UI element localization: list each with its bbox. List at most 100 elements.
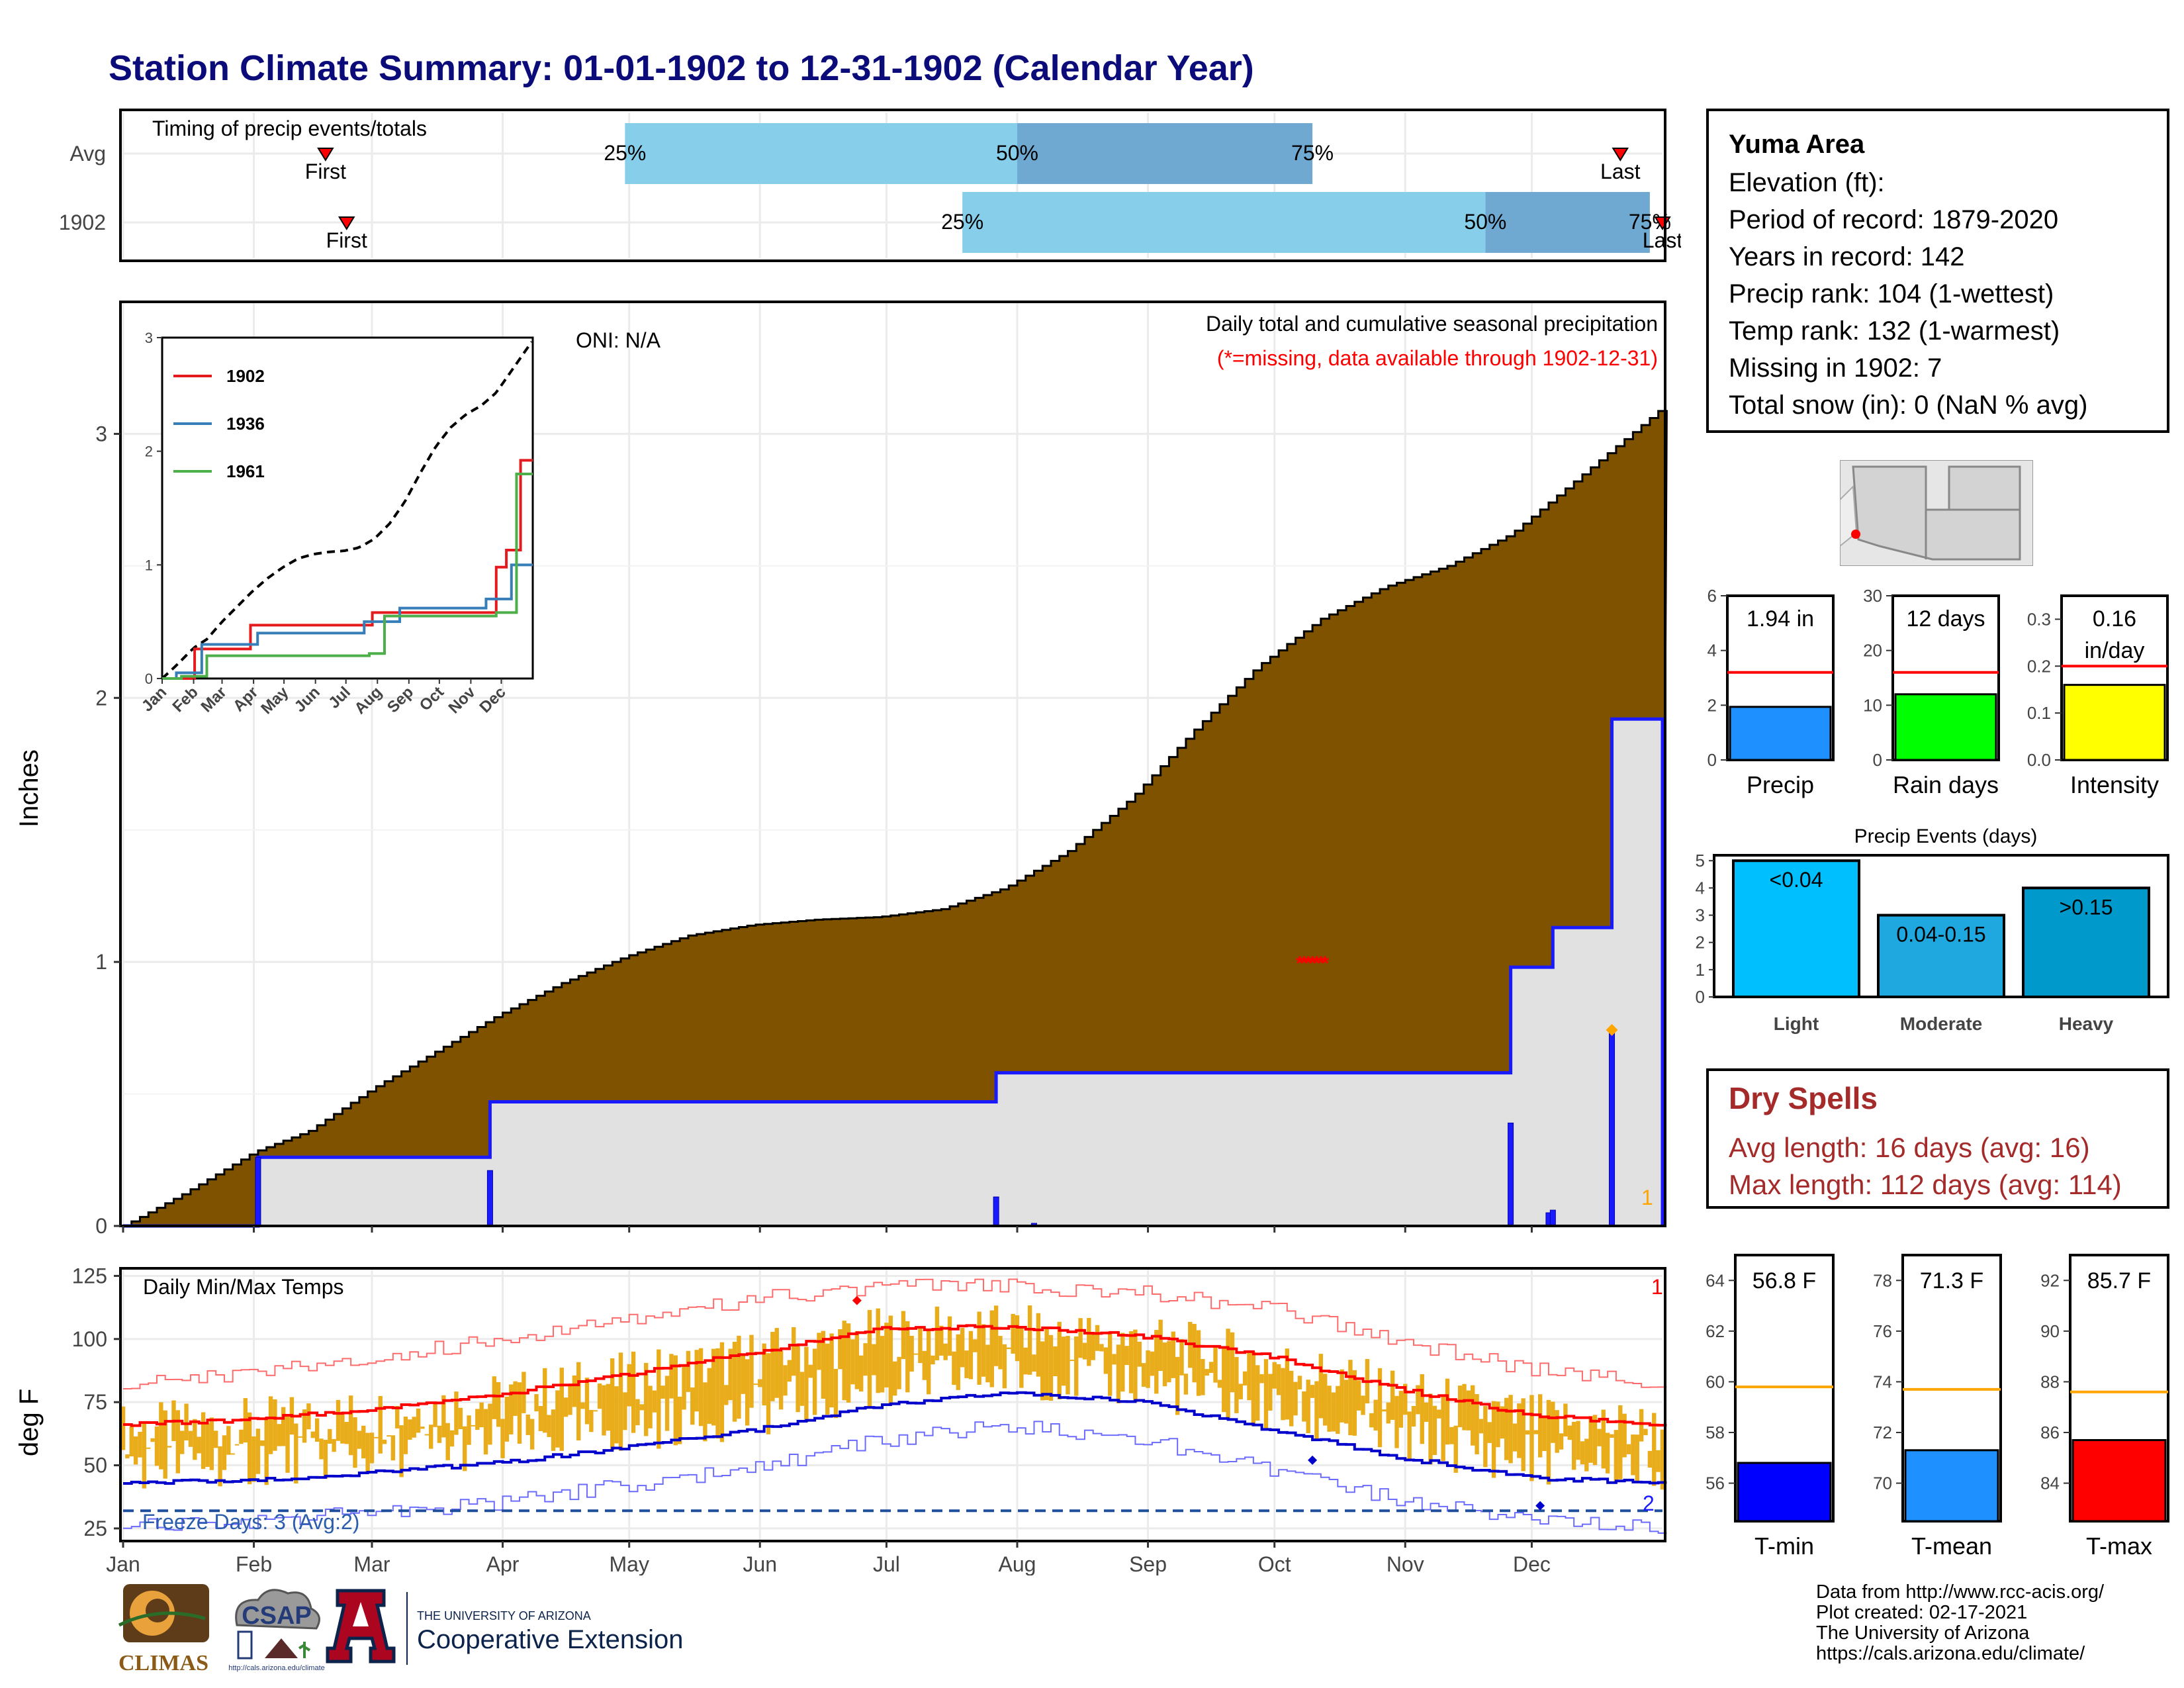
daily-temp-bar xyxy=(268,1396,273,1454)
oni-label: ONI: N/A xyxy=(576,328,661,352)
daily-precip-bar xyxy=(1609,1033,1615,1227)
daily-temp-bar xyxy=(1462,1383,1467,1430)
daily-temp-bar xyxy=(690,1387,695,1425)
dry-max-length: Max length: 112 days (avg: 114) xyxy=(1729,1169,2122,1200)
daily-temp-bar xyxy=(500,1419,505,1458)
daily-temp-bar xyxy=(551,1409,556,1451)
daily-temp-bar xyxy=(1289,1370,1294,1427)
daily-temp-bar xyxy=(1179,1339,1184,1376)
month-label: Mar xyxy=(353,1552,390,1575)
daily-temp-bar xyxy=(230,1453,235,1455)
daily-temp-bar xyxy=(142,1422,147,1489)
precip-bar xyxy=(1729,706,1832,761)
timing-iqr-low xyxy=(962,192,1486,253)
daily-temp-bar xyxy=(1208,1362,1214,1373)
station-name: Yuma Area xyxy=(1729,130,1865,159)
daily-temp-bar xyxy=(774,1328,779,1398)
daily-temp-bar xyxy=(922,1350,927,1380)
first-marker xyxy=(317,148,334,162)
daily-temp-bar xyxy=(1500,1406,1505,1439)
daily-temp-bar xyxy=(1015,1315,1020,1362)
daily-temp-bar xyxy=(1643,1429,1648,1436)
event-bar xyxy=(1877,914,2005,999)
daily-temp-bar xyxy=(138,1432,142,1458)
daily-temp-bar xyxy=(1542,1418,1547,1452)
daily-temp-bar xyxy=(1238,1383,1243,1399)
daily-temp-bar xyxy=(1128,1331,1134,1393)
missing-marker: * xyxy=(1304,953,1312,974)
daily-temp-bar xyxy=(1196,1330,1201,1396)
daily-temp-bar xyxy=(1416,1385,1420,1415)
climas-logo: CLIMAS xyxy=(118,1584,209,1675)
station-line: Precip rank: 104 (1-wettest) xyxy=(1729,279,2054,308)
daily-temp-bar xyxy=(125,1454,130,1459)
ua-logo: THE UNIVERSITY OF ARIZONA Cooperative Ex… xyxy=(326,1589,683,1665)
event-range: >0.15 xyxy=(2060,895,2113,919)
daily-temp-bar xyxy=(1424,1402,1429,1422)
daily-temp-bar xyxy=(1449,1427,1454,1444)
daily-temp-bar xyxy=(745,1359,750,1426)
daily-temp-bar xyxy=(1521,1398,1525,1472)
daily-temp-bar xyxy=(1614,1430,1619,1483)
daily-temp-bar xyxy=(483,1409,488,1455)
credit-line: The University of Arizona xyxy=(1816,1622,2030,1644)
month-label: Apr xyxy=(486,1552,520,1575)
daily-temp-bar xyxy=(1230,1332,1235,1393)
daily-temp-bar xyxy=(872,1344,876,1376)
daily-temp-bar xyxy=(973,1339,978,1352)
daily-temp-bar xyxy=(1019,1327,1024,1388)
station-line: Years in record: 142 xyxy=(1729,242,1965,271)
daily-temp-bar xyxy=(437,1425,442,1443)
record-min-marker xyxy=(1308,1455,1318,1465)
daily-temp-bar xyxy=(1504,1397,1509,1460)
daily-temp-bar xyxy=(1255,1365,1260,1421)
temp-frame xyxy=(119,1267,1666,1542)
timing-p50-label: 50% xyxy=(996,141,1038,165)
daily-temp-bar xyxy=(1103,1347,1109,1374)
daily-temp-bar xyxy=(799,1372,805,1406)
timing-row-avg-label: Avg xyxy=(69,142,106,165)
daily-temp-bar xyxy=(1420,1374,1424,1444)
y-tick-label: 70 xyxy=(1873,1474,1892,1493)
daily-temp-bar xyxy=(1386,1402,1390,1424)
daily-temp-bar xyxy=(1201,1358,1205,1395)
daily-temp-bar xyxy=(154,1426,159,1466)
max-precip-marker xyxy=(1606,1023,1618,1036)
daily-temp-bar xyxy=(1205,1369,1209,1376)
daily-temp-bar xyxy=(1533,1430,1539,1434)
daily-temp-bar xyxy=(222,1435,227,1470)
inset-x-tick-label: Sep xyxy=(384,683,417,716)
daily-temp-bar xyxy=(538,1405,543,1431)
daily-temp-bar xyxy=(496,1382,501,1427)
daily-temp-bar xyxy=(378,1395,383,1454)
daily-temp-bar xyxy=(555,1390,560,1448)
y-tick-label: 5 xyxy=(1696,851,1705,870)
daily-temp-bar xyxy=(193,1419,197,1460)
daily-temp-bar xyxy=(1175,1356,1180,1415)
daily-temp-bar xyxy=(449,1430,455,1447)
daily-temp-bar xyxy=(163,1410,167,1479)
daily-temp-bar xyxy=(677,1396,682,1444)
daily-temp-bar xyxy=(1647,1450,1653,1468)
daily-temp-bar xyxy=(947,1316,952,1356)
month-label: Aug xyxy=(999,1552,1036,1575)
daily-temp-bar xyxy=(1242,1371,1248,1385)
daily-precip-bar xyxy=(993,1196,999,1227)
daily-temp-bar xyxy=(1525,1430,1530,1435)
daily-temp-bar xyxy=(707,1368,711,1424)
daily-temp-bar xyxy=(255,1429,261,1474)
daily-temp-bar xyxy=(606,1383,611,1431)
daily-temp-bar xyxy=(1559,1433,1564,1450)
daily-temp-bar xyxy=(580,1402,585,1409)
y-tick-label: 1 xyxy=(95,950,107,974)
precip-value: 1.94 in xyxy=(1747,606,1814,632)
daily-temp-bar xyxy=(167,1446,172,1448)
daily-temp-bar xyxy=(909,1335,914,1372)
daily-temp-bar xyxy=(323,1440,328,1479)
year-cumulative-area xyxy=(123,717,1664,1228)
record-max-marker xyxy=(852,1295,862,1305)
daily-temp-bar xyxy=(867,1309,872,1408)
temp-normal-lines xyxy=(123,1278,1667,1534)
daily-precip-bar xyxy=(1549,1209,1556,1227)
daily-temp-bar xyxy=(1217,1380,1222,1388)
